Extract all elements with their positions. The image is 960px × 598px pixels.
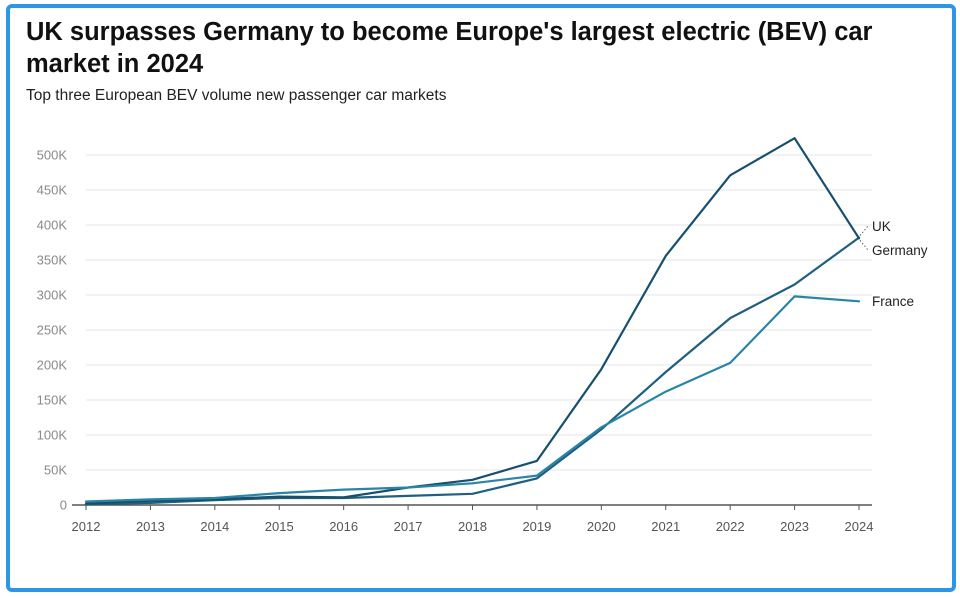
series-labels: UK Germany France: [859, 219, 928, 309]
y-axis-ticks: 0 50K 100K 150K 200K 250K 300K 350K 400K 450K 500K: [37, 148, 68, 513]
series-line-uk: [84, 236, 861, 506]
y-tick-label: 400K: [37, 218, 68, 233]
y-tick-label: 50K: [44, 463, 67, 478]
x-tick-label: 2024: [845, 519, 874, 534]
series-label-germany: Germany: [872, 243, 928, 258]
x-tick-label: 2016: [329, 519, 358, 534]
series-lines: [84, 137, 861, 506]
y-tick-label: 0: [60, 498, 67, 513]
x-tick-label: 2017: [394, 519, 423, 534]
series-label-uk: UK: [872, 219, 891, 234]
y-tick-label: 500K: [37, 148, 68, 163]
chart-title: UK surpasses Germany to become Europe's …: [26, 18, 873, 78]
x-tick-label: 2018: [458, 519, 487, 534]
x-tick-label: 2015: [265, 519, 294, 534]
series-label-france: France: [872, 294, 914, 309]
x-tick-label: 2019: [522, 519, 551, 534]
x-tick-label: 2012: [72, 519, 101, 534]
x-tick-label: 2020: [587, 519, 616, 534]
y-tick-label: 450K: [37, 183, 68, 198]
y-tick-label: 150K: [37, 393, 68, 408]
series-line-germany: [84, 137, 861, 505]
y-tick-label: 100K: [37, 428, 68, 443]
x-tick-label: 2014: [200, 519, 229, 534]
series-label-leader: [859, 240, 869, 251]
gridlines: [86, 154, 872, 471]
x-tick-label: 2023: [780, 519, 809, 534]
x-tick-label: 2013: [136, 519, 165, 534]
y-tick-label: 300K: [37, 288, 68, 303]
y-tick-label: 200K: [37, 358, 68, 373]
series-line-france: [84, 295, 861, 503]
x-tick-label: 2021: [651, 519, 680, 534]
y-tick-label: 250K: [37, 323, 68, 338]
series-label-leader: [859, 225, 869, 236]
y-tick-label: 350K: [37, 253, 68, 268]
chart-frame: [6, 4, 956, 592]
chart-subtitle: Top three European BEV volume new passen…: [26, 87, 447, 104]
x-tick-label: 2022: [716, 519, 745, 534]
x-axis-ticks: 2012 2013 2014 2015 2016 2017 2018 2019 2020 2021…: [72, 505, 874, 534]
